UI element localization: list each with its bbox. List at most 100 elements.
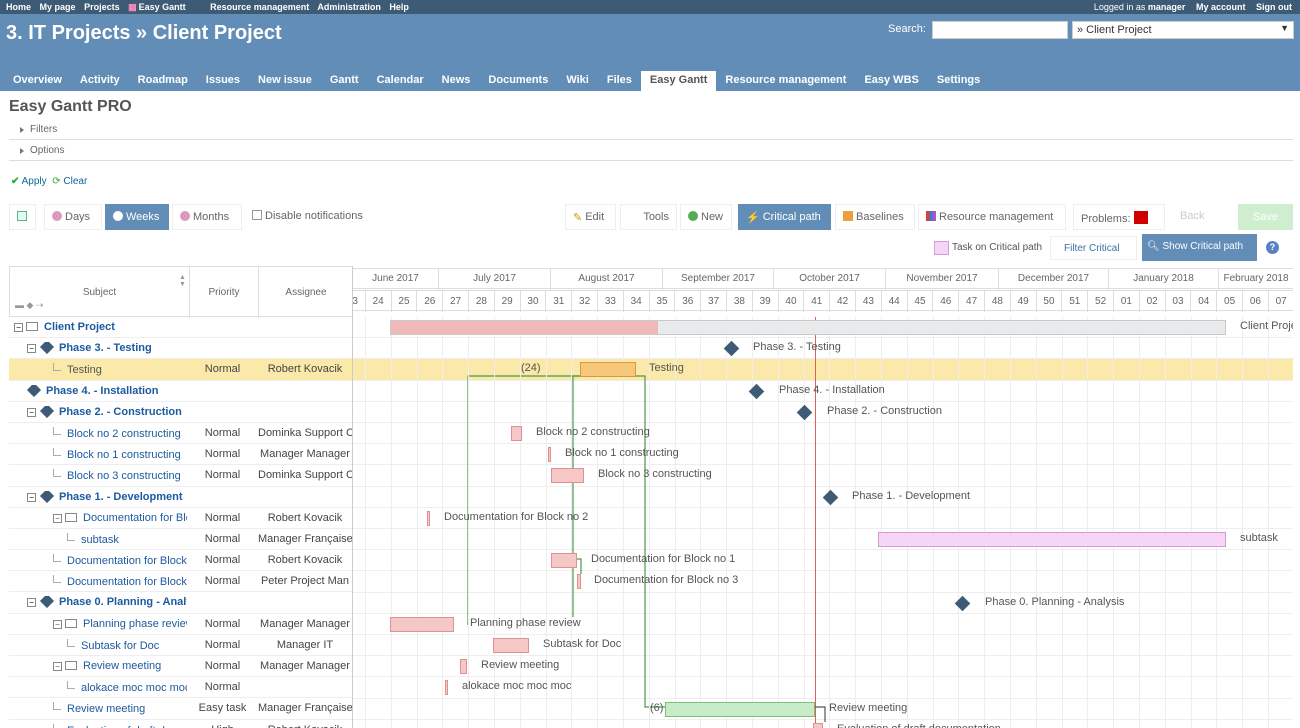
calendar-button[interactable] (9, 204, 36, 230)
nav-my-page[interactable]: My page (39, 2, 76, 12)
nav-resource-management[interactable]: Resource management (210, 2, 310, 12)
task-row[interactable]: alokace moc moc moc Normal (9, 677, 352, 699)
new-button[interactable]: New (680, 204, 732, 230)
back-button[interactable]: Back (1180, 210, 1205, 222)
task-row[interactable]: − Phase 1. - Development (9, 487, 352, 508)
task-row[interactable]: − Client Project (9, 317, 352, 339)
nav-sign-out[interactable]: Sign out (1256, 2, 1292, 12)
task-bar[interactable] (548, 447, 551, 463)
task-bar[interactable] (445, 680, 448, 696)
task-row[interactable]: Documentation for Block no 1 Normal Robert… (9, 550, 352, 572)
dependency-link[interactable] (636, 375, 665, 708)
options-toggle[interactable]: Options (9, 145, 1293, 161)
task-subject[interactable]: − Phase 1. - Development (9, 490, 187, 503)
task-row[interactable]: subtask Normal Manager Française (9, 529, 352, 551)
task-row[interactable]: Testing Normal Robert Kovacik (9, 359, 352, 381)
dependency-link[interactable] (815, 706, 826, 722)
tab-settings[interactable]: Settings (936, 74, 981, 86)
task-row[interactable]: Evaluation of draft documentationHighRob… (9, 720, 352, 728)
task-subject[interactable]: Testing (9, 363, 187, 376)
task-row[interactable]: Block no 3 constructing Normal Dominka Sup… (9, 465, 352, 487)
nav-home[interactable]: Home (6, 2, 32, 12)
task-row[interactable]: Block no 2 constructing Normal Dominka Sup… (9, 423, 352, 445)
task-subject[interactable]: − Review meeting (9, 660, 187, 672)
task-row[interactable]: − Planning phase review Normal Manager Mana… (9, 614, 352, 635)
task-row[interactable]: Documentation for Block no 3 Normal Peter … (9, 571, 352, 593)
tab-roadmap[interactable]: Roadmap (137, 74, 188, 86)
apply-link[interactable]: Apply (21, 176, 47, 187)
task-bar[interactable] (390, 320, 1226, 335)
task-bar[interactable] (551, 468, 584, 484)
task-subject[interactable]: −Phase 0. Planning - Analysis (9, 596, 187, 609)
task-row[interactable]: − Phase 2. - Construction (9, 402, 352, 423)
nav-easy-gantt[interactable]: Easy Gantt (138, 2, 186, 12)
collapse-icon[interactable]: − (27, 407, 36, 417)
baselines-button[interactable]: Baselines (835, 204, 915, 230)
weeks-button[interactable]: Weeks (105, 204, 169, 230)
task-row[interactable]: Block no 1 constructing Normal Manager Man… (9, 444, 352, 466)
collapse-icon[interactable]: − (53, 662, 62, 671)
collapse-icon[interactable]: − (53, 513, 62, 523)
task-subject[interactable]: alokace moc moc moc (9, 681, 187, 694)
tab-resource-management[interactable]: Resource management (725, 74, 847, 86)
disable-notifications-checkbox[interactable]: Disable notifications (245, 204, 369, 230)
tab-wiki[interactable]: Wiki (566, 74, 589, 86)
tab-easy-gantt[interactable]: Easy Gantt (640, 71, 717, 91)
task-row[interactable]: Review meeting Easy task Manager Française (9, 698, 352, 720)
task-subject[interactable]: Documentation for Block no 3 (9, 575, 187, 588)
task-bar[interactable] (665, 701, 815, 717)
edit-button[interactable]: ✎ Edit (565, 204, 616, 230)
task-subject[interactable]: Phase 4. - Installation (9, 384, 187, 397)
task-bar[interactable] (551, 553, 577, 569)
assignee-column-header[interactable]: Assignee (285, 287, 327, 298)
tab-easy-wbs[interactable]: Easy WBS (864, 74, 919, 86)
task-subject[interactable]: Review meeting (9, 702, 187, 715)
task-row[interactable]: −Phase 0. Planning - Analysis (9, 592, 352, 614)
collapse-icon[interactable]: − (27, 492, 36, 502)
dependency-link[interactable] (467, 375, 580, 625)
clear-link[interactable]: Clear (63, 176, 88, 187)
resource-management-button[interactable]: Resource management (918, 204, 1066, 230)
task-bar[interactable] (580, 362, 636, 378)
task-subject[interactable]: −Documentation for Block no 2 (9, 512, 187, 524)
task-subject[interactable]: Evaluation of draft documentation (9, 723, 187, 728)
collapse-icon[interactable]: − (53, 619, 62, 629)
grid-tools-icon[interactable]: ▬ ◆ ⇢ (15, 300, 44, 310)
task-row[interactable]: − Review meeting Normal Manager Manager (9, 656, 352, 678)
task-bar[interactable] (577, 574, 581, 590)
task-bar[interactable] (390, 616, 454, 632)
collapse-icon[interactable]: − (27, 344, 36, 354)
tab-documents[interactable]: Documents (488, 74, 549, 86)
task-subject[interactable]: − Phase 3. - Testing (9, 342, 187, 355)
task-subject[interactable]: − Planning phase review (9, 618, 187, 630)
nav-administration[interactable]: Administration (317, 2, 381, 12)
task-row[interactable]: −Documentation for Block no 2 Normal Rober… (9, 508, 352, 529)
task-row[interactable]: Phase 4. - Installation (9, 381, 352, 402)
tab-issues[interactable]: Issues (205, 74, 241, 86)
tab-activity[interactable]: Activity (79, 74, 120, 86)
search-input[interactable] (932, 21, 1068, 39)
filters-toggle[interactable]: Filters (9, 124, 1293, 140)
task-subject[interactable]: Block no 3 constructing (9, 469, 187, 482)
task-bar[interactable] (813, 722, 823, 728)
dependency-link[interactable] (572, 375, 580, 617)
days-button[interactable]: Days (44, 204, 102, 230)
task-bar[interactable] (427, 510, 430, 526)
task-subject[interactable]: − Phase 2. - Construction (9, 405, 187, 418)
collapse-icon[interactable]: − (14, 323, 23, 332)
task-subject[interactable]: − Client Project (9, 321, 187, 333)
critical-path-button[interactable]: ⚡ Critical path (738, 204, 831, 230)
task-bar[interactable] (511, 426, 522, 441)
project-jump-select[interactable]: » Client Project ▼ (1072, 21, 1294, 39)
tab-calendar[interactable]: Calendar (376, 74, 424, 86)
task-subject[interactable]: Block no 1 constructing (9, 448, 187, 461)
task-bar[interactable] (493, 638, 529, 653)
task-subject[interactable]: subtask (9, 532, 187, 546)
tools-button[interactable]: Tools (620, 204, 677, 230)
priority-column-header[interactable]: Priority (190, 267, 259, 318)
nav-my-account[interactable]: My account (1195, 2, 1246, 12)
task-bar[interactable] (878, 532, 1226, 547)
help-icon[interactable]: ? (1266, 241, 1279, 254)
tab-new-issue[interactable]: New issue (258, 74, 312, 86)
nav-projects[interactable]: Projects (84, 2, 120, 12)
